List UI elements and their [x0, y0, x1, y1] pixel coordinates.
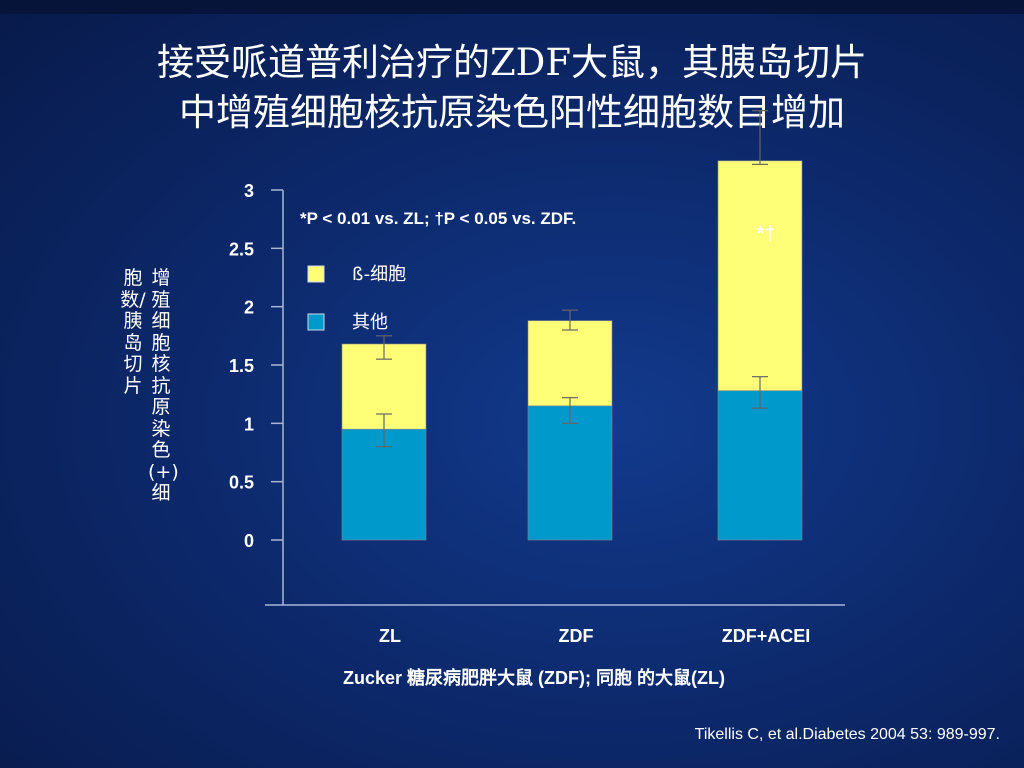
x-category-label: ZDF	[559, 626, 594, 646]
bar-segment	[527, 405, 613, 541]
y-tick-label: 2.5	[229, 239, 254, 259]
y-axis-label-col-1: 增殖细胞核抗原染色(+)细	[148, 267, 179, 504]
citation: Tikellis C, et al.Diabetes 2004 53: 989-…	[694, 726, 1000, 743]
legend-swatch	[307, 265, 325, 283]
y-axis-label: 增殖细胞核抗原染色(+)细 胞数/胰岛切片	[118, 267, 180, 548]
x-category-label: ZL	[379, 626, 401, 646]
slide-title: 接受哌道普利治疗的ZDF大鼠，其胰岛切片 中增殖细胞核抗原染色阳性细胞数目增加	[0, 38, 1024, 138]
legend-label: 其他	[352, 312, 388, 333]
chart-caption: Zucker 糖尿病肥胖大鼠 (ZDF); 同胞 的大鼠(ZL)	[343, 668, 725, 688]
bar-segment	[341, 428, 427, 541]
legend-label: ß-细胞	[352, 264, 406, 285]
significance-note: *P < 0.01 vs. ZL; †P < 0.05 vs. ZDF.	[300, 209, 576, 228]
y-tick-label: 1.5	[229, 356, 254, 376]
y-tick-label: 2	[244, 298, 254, 318]
y-tick-label: 1	[244, 414, 254, 434]
bar-segment	[717, 160, 803, 391]
title-line-2: 中增殖细胞核抗原染色阳性细胞数目增加	[179, 91, 845, 134]
x-category-label: ZDF+ACEI	[722, 626, 811, 646]
y-tick-label: 0	[244, 531, 254, 551]
top-bar	[0, 0, 1024, 14]
bar-segment	[527, 320, 613, 407]
y-axis-label-col-2: 胞数/胰岛切片	[120, 267, 146, 397]
significance-marker: *†	[757, 223, 776, 245]
y-tick-label: 0.5	[229, 473, 254, 493]
legend-swatch	[307, 313, 325, 331]
y-tick-label: 3	[244, 181, 254, 201]
title-line-1: 接受哌道普利治疗的ZDF大鼠，其胰岛切片	[156, 41, 868, 84]
bar-segment	[717, 390, 803, 541]
